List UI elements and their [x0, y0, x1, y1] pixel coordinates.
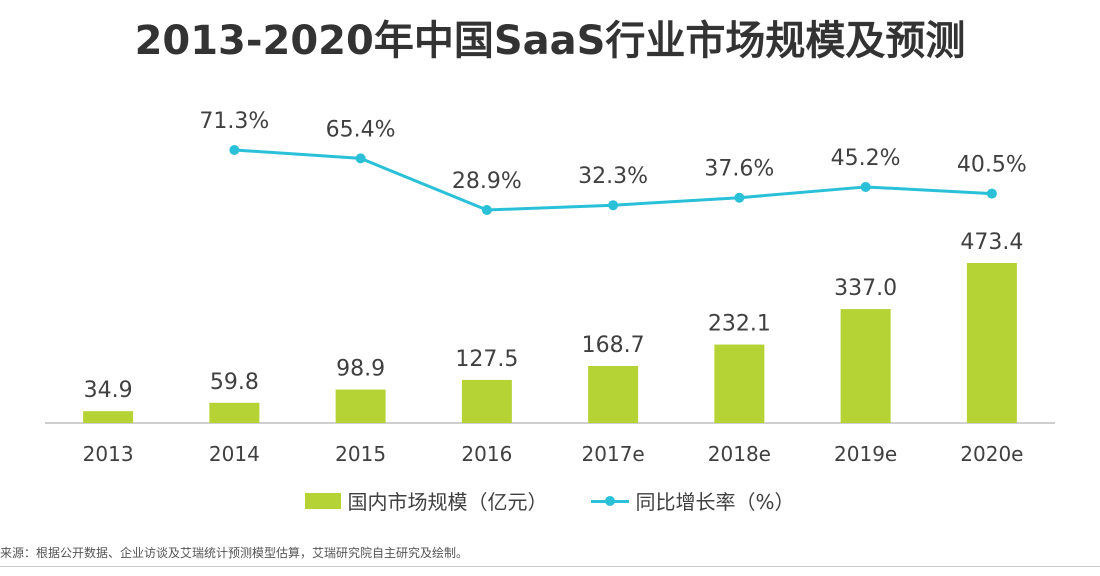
growth-point-2018e	[734, 192, 745, 203]
x-tick-label-2016: 2016	[461, 442, 512, 466]
growth-point-2019e	[860, 181, 871, 192]
x-tick-label-2020e: 2020e	[960, 442, 1023, 466]
x-tick-label-2017e: 2017e	[582, 442, 645, 466]
x-tick-label-2019e: 2019e	[834, 442, 897, 466]
growth-label-2017e: 32.3%	[578, 164, 648, 189]
chart-plot: 34.9 2013 59.8 2014 98.9 2015 127.5 2016 168.7 20…	[45, 109, 1055, 466]
growth-label-2016: 28.9%	[452, 169, 522, 194]
bar-2018e	[714, 344, 765, 423]
growth-label-2020e: 40.5%	[957, 153, 1027, 178]
growth-label-2019e: 45.2%	[831, 146, 901, 171]
growth-point-2016	[481, 205, 492, 216]
bar-2014	[209, 402, 260, 423]
bar-label-2019e: 337.0	[834, 276, 897, 301]
legend-line-label: 同比增长率（%）	[635, 490, 795, 514]
bar-2015	[335, 389, 386, 423]
growth-label-2018e: 37.6%	[704, 157, 774, 182]
x-tick-label-2014: 2014	[209, 442, 260, 466]
growth-label-2015: 65.4%	[326, 117, 396, 142]
growth-label-2014: 71.3%	[199, 109, 269, 134]
bottom-divider	[0, 566, 1100, 567]
growth-point-2020e	[986, 188, 997, 199]
legend-item-bar: 国内市场规模（亿元）	[305, 486, 547, 515]
chart-title: 2013-2020年中国SaaS行业市场规模及预测	[134, 18, 966, 64]
legend-item-line: 同比增长率（%）	[591, 486, 795, 515]
legend-bar-swatch	[305, 492, 342, 509]
bar-2020e	[966, 263, 1017, 423]
x-tick-label-2015: 2015	[335, 442, 386, 466]
legend-line-swatch	[591, 493, 630, 509]
bar-label-2013: 34.9	[84, 378, 133, 403]
chart-legend: 国内市场规模（亿元） 同比增长率（%）	[0, 486, 1100, 515]
bar-2017e	[588, 365, 639, 423]
legend-bar-label: 国内市场规模（亿元）	[347, 490, 548, 514]
bar-label-2015: 98.9	[336, 357, 385, 382]
bar-label-2018e: 232.1	[708, 312, 771, 337]
bar-2016	[461, 379, 512, 423]
growth-point-2015	[355, 153, 366, 164]
bar-label-2017e: 168.7	[582, 333, 645, 358]
bar-label-2020e: 473.4	[960, 230, 1023, 255]
bar-label-2014: 59.8	[210, 370, 259, 395]
bar-2013	[83, 411, 134, 423]
x-tick-label-2013: 2013	[83, 442, 134, 466]
bar-2019e	[840, 309, 891, 423]
bar-label-2016: 127.5	[455, 347, 518, 372]
growth-point-2014	[229, 145, 240, 156]
source-note: 来源：根据公开数据、企业访谈及艾瑞统计预测模型估算，艾瑞研究院自主研究及绘制。	[0, 546, 469, 560]
growth-point-2017e	[608, 200, 619, 211]
x-tick-label-2018e: 2018e	[708, 442, 771, 466]
